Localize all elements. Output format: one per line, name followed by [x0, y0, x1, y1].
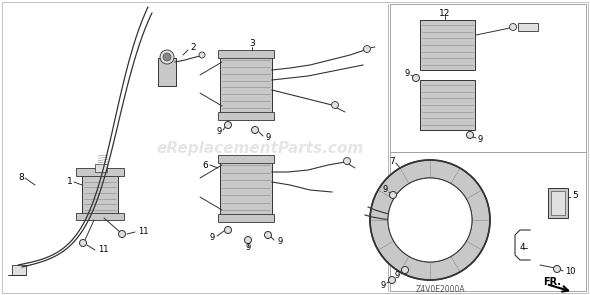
Text: 11: 11 — [138, 227, 149, 237]
Circle shape — [553, 266, 560, 273]
Circle shape — [389, 191, 396, 199]
Text: 12: 12 — [440, 9, 451, 19]
Bar — [390, 152, 586, 291]
Wedge shape — [400, 85, 420, 125]
Bar — [12, 265, 26, 275]
Text: 11: 11 — [98, 245, 109, 255]
Bar — [218, 112, 274, 120]
Bar — [420, 20, 475, 70]
Circle shape — [80, 240, 87, 247]
Bar — [158, 58, 176, 86]
Circle shape — [388, 178, 472, 262]
Text: 9: 9 — [245, 243, 251, 253]
Circle shape — [225, 122, 231, 129]
Bar — [218, 155, 274, 163]
Bar — [218, 214, 274, 222]
Text: 9: 9 — [381, 281, 386, 289]
Wedge shape — [200, 62, 222, 106]
Bar — [551, 191, 565, 215]
Text: 9: 9 — [278, 237, 283, 247]
Circle shape — [412, 75, 419, 81]
Circle shape — [510, 24, 516, 30]
Bar — [76, 168, 124, 176]
Bar — [95, 164, 107, 172]
Circle shape — [251, 127, 258, 134]
Wedge shape — [475, 85, 495, 125]
Bar — [518, 23, 538, 31]
Text: 9: 9 — [478, 135, 483, 145]
Text: 5: 5 — [572, 191, 578, 199]
Circle shape — [370, 160, 490, 280]
Bar — [82, 172, 118, 214]
Circle shape — [225, 227, 231, 234]
Bar — [395, 207, 413, 233]
Wedge shape — [400, 25, 420, 65]
Bar — [76, 213, 124, 220]
Text: 9: 9 — [405, 70, 410, 78]
Text: FR.: FR. — [543, 277, 561, 287]
Bar — [218, 50, 274, 58]
Circle shape — [363, 45, 371, 53]
Text: 9: 9 — [395, 271, 400, 281]
Bar — [220, 160, 272, 215]
Text: 4: 4 — [519, 243, 525, 253]
Circle shape — [119, 230, 126, 237]
Text: 7: 7 — [389, 158, 395, 166]
Text: eReplacementParts.com: eReplacementParts.com — [156, 140, 363, 155]
Text: 9: 9 — [383, 186, 388, 194]
Wedge shape — [475, 25, 495, 65]
Text: 9: 9 — [217, 127, 222, 137]
Wedge shape — [200, 165, 222, 209]
Text: 6: 6 — [202, 160, 208, 170]
Text: Z4V0E2000A: Z4V0E2000A — [415, 286, 465, 294]
Text: 1: 1 — [67, 178, 73, 186]
Polygon shape — [515, 235, 530, 255]
Text: 8: 8 — [18, 173, 24, 183]
Circle shape — [402, 266, 408, 273]
Text: 10: 10 — [565, 268, 575, 276]
Circle shape — [244, 237, 251, 243]
Circle shape — [264, 232, 271, 238]
Bar — [548, 188, 568, 218]
Circle shape — [199, 52, 205, 58]
Circle shape — [163, 53, 171, 61]
Circle shape — [332, 101, 339, 109]
Bar — [220, 55, 272, 113]
Circle shape — [467, 132, 474, 138]
Text: 9: 9 — [265, 134, 270, 142]
Circle shape — [343, 158, 350, 165]
Text: 2: 2 — [190, 43, 196, 53]
Circle shape — [388, 276, 395, 283]
Bar — [420, 80, 475, 130]
Text: 9: 9 — [210, 234, 215, 242]
Bar — [390, 4, 586, 152]
Text: 3: 3 — [249, 40, 255, 48]
Circle shape — [160, 50, 174, 64]
